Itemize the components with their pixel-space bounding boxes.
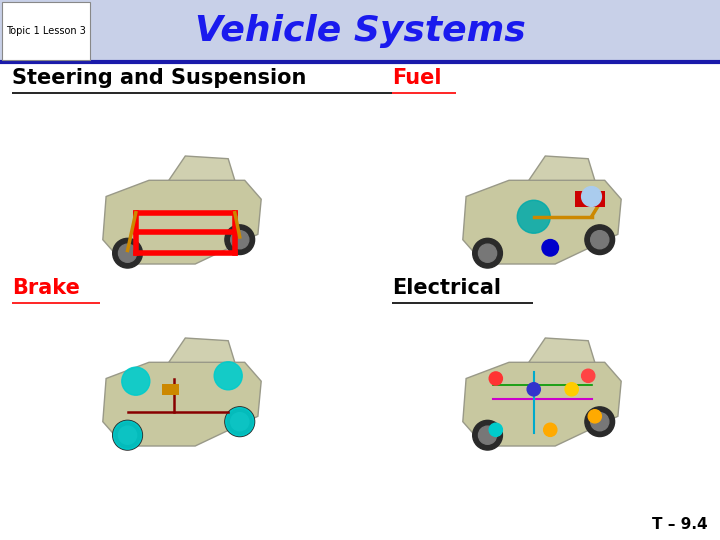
Text: Topic 1 Lesson 3: Topic 1 Lesson 3 <box>6 26 86 36</box>
Circle shape <box>544 423 557 436</box>
Text: Fuel: Fuel <box>392 68 441 88</box>
Circle shape <box>585 225 615 254</box>
Circle shape <box>489 372 503 385</box>
Circle shape <box>517 200 550 233</box>
Circle shape <box>225 407 255 436</box>
Circle shape <box>230 231 249 249</box>
Circle shape <box>473 238 503 268</box>
Polygon shape <box>103 362 261 446</box>
Bar <box>0 0 720 62</box>
Circle shape <box>119 426 137 444</box>
Circle shape <box>565 383 578 396</box>
Circle shape <box>114 421 142 449</box>
Circle shape <box>590 231 609 249</box>
Polygon shape <box>168 156 235 180</box>
Bar <box>575 191 605 207</box>
Circle shape <box>225 225 255 254</box>
Bar <box>162 384 179 395</box>
Polygon shape <box>168 338 235 362</box>
Text: Electrical: Electrical <box>392 278 501 298</box>
Circle shape <box>590 413 609 431</box>
Text: Brake: Brake <box>12 278 80 298</box>
Circle shape <box>113 238 143 268</box>
Circle shape <box>226 408 253 436</box>
Circle shape <box>489 423 503 436</box>
Circle shape <box>585 407 615 436</box>
Text: Steering and Suspension: Steering and Suspension <box>12 68 307 88</box>
Circle shape <box>588 410 601 423</box>
Polygon shape <box>463 180 621 264</box>
Text: Vehicle Systems: Vehicle Systems <box>194 14 526 48</box>
Circle shape <box>473 420 503 450</box>
Polygon shape <box>463 362 621 446</box>
Circle shape <box>113 420 143 450</box>
Circle shape <box>230 413 249 431</box>
Polygon shape <box>528 338 595 362</box>
Text: T – 9.4: T – 9.4 <box>652 517 708 532</box>
Polygon shape <box>103 180 261 264</box>
Circle shape <box>582 369 595 382</box>
Circle shape <box>119 244 137 262</box>
Circle shape <box>214 362 242 390</box>
Circle shape <box>122 367 150 395</box>
Circle shape <box>527 383 540 396</box>
Polygon shape <box>528 156 595 180</box>
Bar <box>2 2 90 60</box>
Circle shape <box>582 187 601 206</box>
Circle shape <box>542 240 559 256</box>
Circle shape <box>479 426 497 444</box>
Circle shape <box>479 244 497 262</box>
